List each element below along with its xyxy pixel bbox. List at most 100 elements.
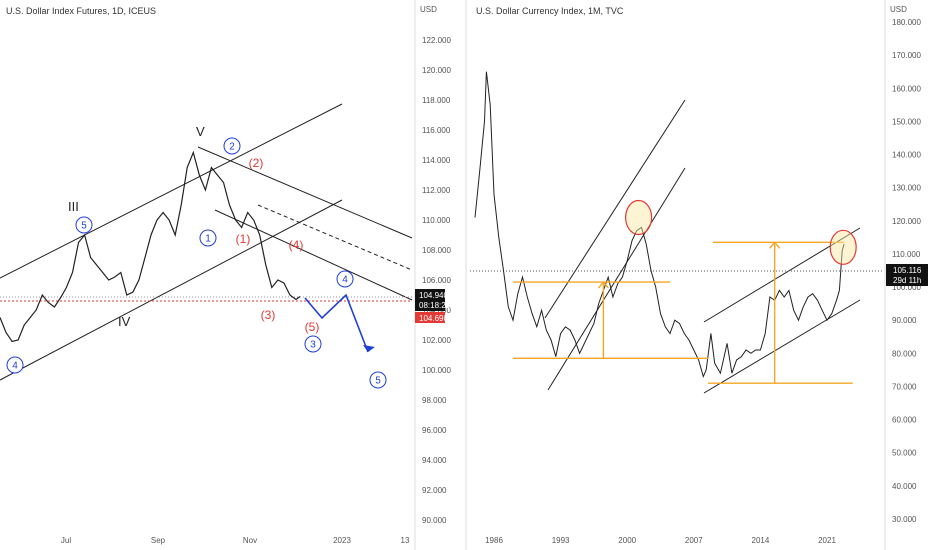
red-label-4: (4) <box>289 238 304 252</box>
left-y-tick-label: 106.000 <box>422 276 451 285</box>
countdown-value: 08:18:29 <box>419 301 451 310</box>
blue-label-5a: 5 <box>81 221 87 232</box>
orange-arrowhead <box>769 241 781 249</box>
circle-marker <box>6 356 24 374</box>
right-y-tick-label: 70.000 <box>892 382 917 391</box>
red-price-badge <box>415 312 445 323</box>
circle-marker <box>75 216 93 234</box>
right-y-tick-label: 150.000 <box>892 117 921 126</box>
right-unit-label: USD <box>890 5 907 14</box>
left-chart-title: U.S. Dollar Index Futures, 1D, ICEUS <box>6 6 156 16</box>
right-x-tick-label: 2000 <box>618 536 636 545</box>
right-channels <box>544 99 861 394</box>
channel-1-lower <box>547 167 686 391</box>
left-y-tick-label: 110.000 <box>422 216 451 225</box>
left-x-tick-label: Nov <box>243 536 257 545</box>
left-y-tick-label: 108.000 <box>422 246 451 255</box>
right-last-price-badge <box>886 264 928 286</box>
right-y-tick-label: 140.000 <box>892 151 921 160</box>
channel-2-lower <box>703 299 861 394</box>
left-y-tick-label: 112.000 <box>422 186 451 195</box>
right-y-tick-label: 90.000 <box>892 316 917 325</box>
red-label-1: (1) <box>236 232 251 246</box>
left-y-tick-label: 94.000 <box>422 456 447 465</box>
right-y-tick-label: 50.000 <box>892 449 917 458</box>
orange-arrowhead <box>597 281 609 289</box>
right-y-axis: 30.000 40.000 50.000 60.000 70.000 80.000 90.0… <box>892 18 921 524</box>
channel-2-upper <box>703 227 861 323</box>
left-x-axis: Jul Sep Nov 2023 13 <box>61 536 410 545</box>
last-price-badge <box>415 289 445 311</box>
large-wave-labels: III IV V <box>68 124 205 329</box>
left-x-tick-label: Sep <box>151 536 166 545</box>
blue-label-1: 1 <box>205 234 211 245</box>
right-last-price-value: 105.116 <box>893 266 922 275</box>
right-x-tick-label: 1986 <box>485 536 503 545</box>
wave-label-IV: IV <box>118 314 131 329</box>
left-x-tick-label: Jul <box>61 536 71 545</box>
left-y-tick-label: 90.000 <box>422 516 447 525</box>
left-y-tick-label: 116.000 <box>422 126 451 135</box>
right-x-axis: 1986 1993 2000 2007 2014 2021 <box>485 536 836 545</box>
right-y-tick-label: 130.000 <box>892 184 921 193</box>
right-y-tick-label: 170.000 <box>892 51 921 60</box>
right-y-tick-label: 160.000 <box>892 84 921 93</box>
right-y-tick-label: 100.000 <box>892 283 921 292</box>
wave-label-III: III <box>68 199 79 214</box>
projection-path <box>304 293 369 353</box>
blue-circled-labels: 4 5 1 2 4 3 5 <box>6 137 387 389</box>
last-price-value: 104.940 <box>419 291 448 300</box>
left-y-tick-label: 100.000 <box>422 366 451 375</box>
right-chart-title: U.S. Dollar Currency Index, 1M, TVC <box>476 6 624 16</box>
circle-marker <box>369 371 387 389</box>
circle-marker <box>304 335 322 353</box>
left-y-tick-label: 102.000 <box>422 336 451 345</box>
red-price-value: 104.690 <box>419 314 448 323</box>
channel-lower-line <box>0 199 343 381</box>
red-label-5: (5) <box>305 320 320 334</box>
left-y-tick-label: 122.000 <box>422 36 451 45</box>
highlight-circle <box>625 199 653 236</box>
right-y-tick-label: 60.000 <box>892 416 917 425</box>
right-panel: U.S. Dollar Currency Index, 1M, TVC USD … <box>465 0 928 550</box>
right-x-tick-label: 2021 <box>818 536 836 545</box>
circle-marker <box>223 137 241 155</box>
right-x-tick-label: 2014 <box>752 536 770 545</box>
red-label-3: (3) <box>261 308 276 322</box>
left-y-axis: 90.000 92.000 94.000 96.000 98.000 100.000 102… <box>422 36 451 525</box>
right-y-tick-label: 30.000 <box>892 515 917 524</box>
channel-upper-line <box>0 103 343 279</box>
right-y-tick-label: 120.000 <box>892 217 921 226</box>
red-label-2: (2) <box>249 156 264 170</box>
left-y-tick-label: 118.000 <box>422 96 451 105</box>
blue-label-4a: 4 <box>12 361 18 372</box>
right-x-tick-label: 2007 <box>685 536 703 545</box>
left-y-tick-label: 98.000 <box>422 396 447 405</box>
blue-label-3: 3 <box>310 340 316 351</box>
circle-marker <box>199 229 217 247</box>
highlight-circle <box>829 229 857 265</box>
wave-label-V: V <box>196 124 205 139</box>
left-unit-label: USD <box>420 5 437 14</box>
left-panel: U.S. Dollar Index Futures, 1D, ICEUS USD… <box>0 0 451 550</box>
left-price-series <box>0 150 301 343</box>
left-y-tick-label: 120.000 <box>422 66 451 75</box>
right-y-tick-label: 80.000 <box>892 349 917 358</box>
left-y-tick-label: 96.000 <box>422 426 447 435</box>
left-channels <box>0 103 413 381</box>
left-x-tick-label: 2023 <box>333 536 351 545</box>
left-x-tick-label: 13 <box>401 536 410 545</box>
right-y-tick-label: 180.000 <box>892 18 921 27</box>
red-paren-labels: (2) (1) (4) (3) (5) <box>236 156 320 334</box>
projection-arrowhead <box>363 345 375 352</box>
blue-label-5b: 5 <box>375 376 381 387</box>
right-price-series <box>474 71 845 378</box>
circle-marker <box>336 270 354 288</box>
downchannel-lower-line <box>214 209 413 301</box>
blue-label-4b: 4 <box>342 275 348 286</box>
right-x-tick-label: 1993 <box>552 536 570 545</box>
left-y-tick-label: 92.000 <box>422 486 447 495</box>
right-annotations <box>513 199 857 384</box>
left-y-tick-label: 114.000 <box>422 156 451 165</box>
